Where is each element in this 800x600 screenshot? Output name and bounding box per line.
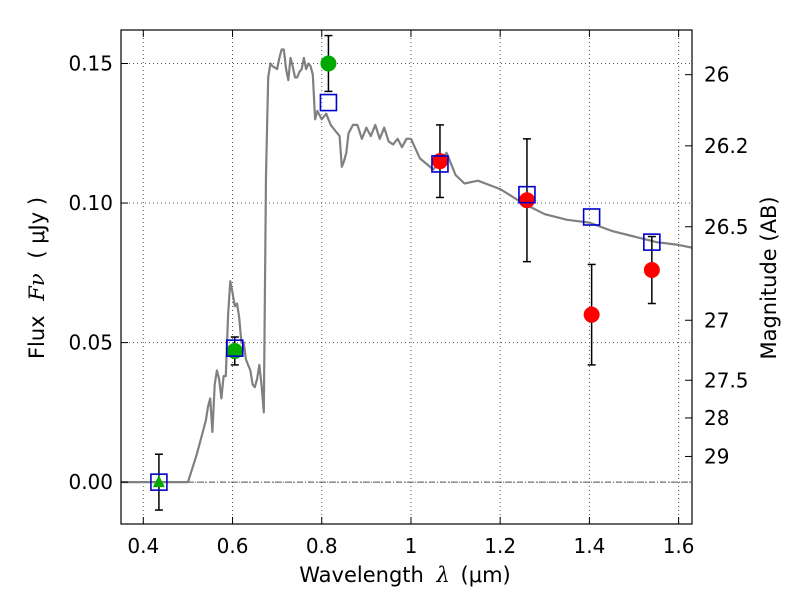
magnitude-tick-label: 29 xyxy=(704,444,729,468)
model-point-square xyxy=(643,233,661,251)
y-axis-label: Flux Fν ( μJy ) xyxy=(25,197,49,359)
magnitude-tick-label: 27.5 xyxy=(704,368,749,392)
y-axis-right-label: Magnitude (AB) xyxy=(757,196,781,359)
data-point-circle xyxy=(583,306,600,323)
x-axis: 0.4 0.6 0.8 1 1.2 1.4 1.6 xyxy=(127,30,695,558)
y-axis-left: 0.00 0.05 0.10 0.15 xyxy=(68,51,128,494)
x-tick-label: 0.4 xyxy=(127,534,159,558)
model-spectrum-line xyxy=(121,48,693,484)
upper-limit-triangle xyxy=(152,475,165,488)
data-point-circle xyxy=(518,192,535,209)
y-axis-label-unit: ( μJy ) xyxy=(25,197,49,259)
x-tick-label: 1.6 xyxy=(663,534,695,558)
x-axis-label: Wavelength λ (μm) xyxy=(299,563,510,587)
magnitude-tick-label: 26.2 xyxy=(704,134,749,158)
y-tick-label: 0.00 xyxy=(68,470,113,494)
x-tick-label: 1 xyxy=(405,534,418,558)
plot-area xyxy=(121,34,693,511)
y-tick-label: 0.05 xyxy=(68,331,113,355)
x-tick-label: 1.2 xyxy=(484,534,516,558)
y-axis-label-symbol: Fν xyxy=(25,273,49,302)
x-tick-label: 1.4 xyxy=(573,534,605,558)
data-point-circle xyxy=(643,262,660,279)
model-point-square xyxy=(319,93,338,112)
data-point-circle xyxy=(431,153,448,170)
x-axis-label-unit: (μm) xyxy=(461,563,511,587)
y-tick-label: 0.10 xyxy=(68,191,113,215)
y-tick-label: 0.15 xyxy=(68,51,113,75)
model-point-square xyxy=(225,339,244,357)
data-point-circle xyxy=(226,342,243,359)
x-tick-label: 0.8 xyxy=(306,534,338,558)
grid xyxy=(121,30,692,524)
model-point-square xyxy=(518,185,536,204)
model-point-square xyxy=(150,473,168,491)
magnitude-tick-label: 28 xyxy=(704,406,729,430)
model-point-square xyxy=(582,208,601,226)
y-axis-label-text: Flux xyxy=(25,315,49,359)
y-axis-right: 26 26.2 26.5 27 27.5 28 29 xyxy=(685,63,749,468)
model-point-square xyxy=(431,155,449,173)
x-tick-label: 0.6 xyxy=(217,534,249,558)
plot-frame xyxy=(120,29,693,525)
magnitude-tick-label: 26.5 xyxy=(704,215,749,239)
data-point-circle xyxy=(320,55,337,72)
x-axis-label-text: Wavelength xyxy=(299,563,424,587)
magnitude-tick-label: 27 xyxy=(704,308,729,332)
magnitude-tick-label: 26 xyxy=(704,63,729,87)
x-axis-label-symbol: λ xyxy=(436,563,450,587)
